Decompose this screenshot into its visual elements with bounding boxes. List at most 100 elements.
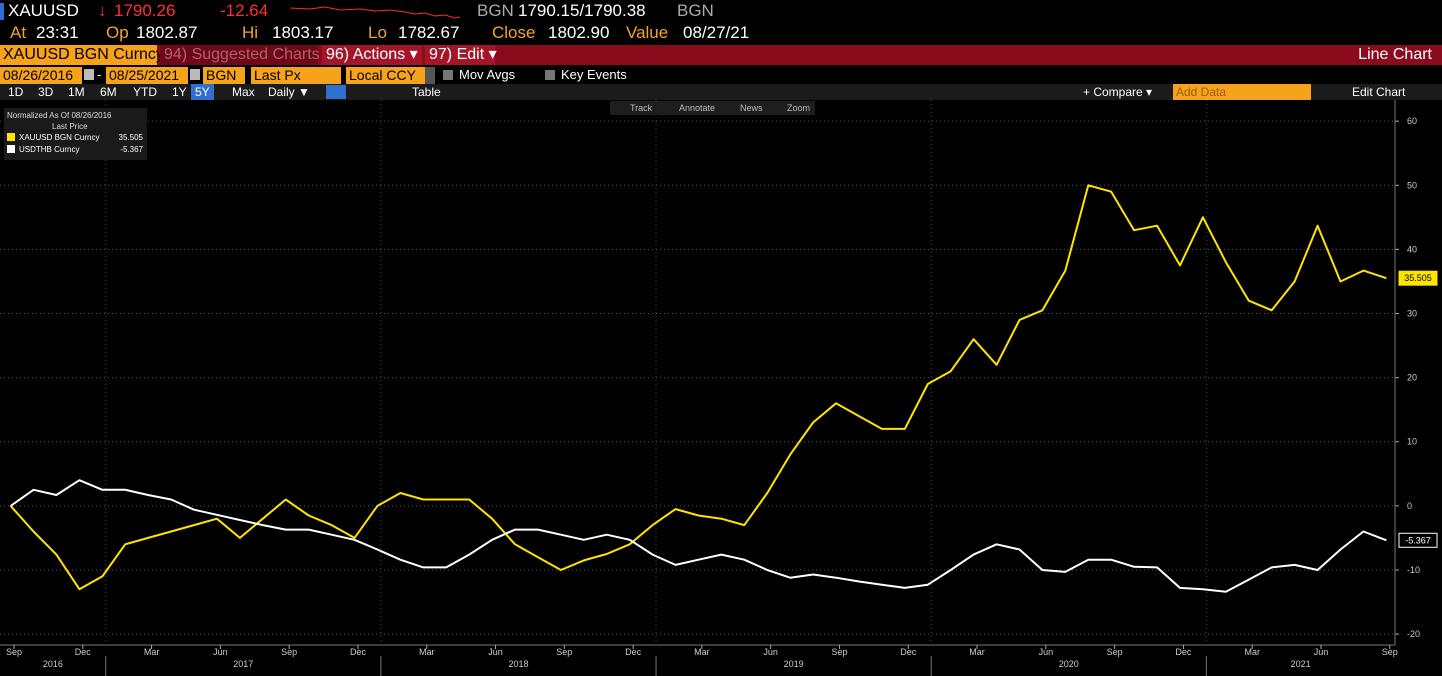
legend-value: -5.367 [120,145,143,154]
x-tick-label: Mar [144,647,160,657]
stat-value: 23:31 [36,23,79,42]
x-tick-label: Jun [1314,647,1329,657]
chart-tool[interactable]: Track [630,103,653,113]
range-button[interactable]: 3D [38,85,54,99]
x-tick-label: Dec [1175,647,1192,657]
calendar-icon [84,69,94,80]
x-tick-label: Jun [488,647,503,657]
table-button[interactable]: Table [412,85,441,99]
x-year-label: 2016 [43,659,63,669]
x-tick-label: Mar [694,647,710,657]
range-button[interactable]: 5Y [191,84,214,100]
stat-value: 1802.90 [548,23,610,42]
stat-value: 08/27/21 [683,23,750,42]
field[interactable]: Last Px [251,67,341,84]
y-tick-label: 0 [1407,501,1412,511]
legend-swatch [7,133,15,141]
x-tick-label: Jun [763,647,778,657]
chart-tool[interactable]: News [740,103,763,113]
x-tick-label: Mar [419,647,435,657]
option-label[interactable]: Mov Avgs [459,67,516,82]
range-button[interactable]: YTD [133,85,157,99]
last-price: 1790.26 [114,1,176,20]
chart-tool[interactable]: Zoom [787,103,811,113]
ticker-marker [0,3,4,20]
edit-chart[interactable]: Edit Chart [1352,85,1406,99]
add-data[interactable]: Add Data [1173,84,1311,100]
menu-item[interactable]: 97) Edit ▾ [425,45,497,65]
legend-box [4,108,147,160]
legend-swatch [7,145,15,153]
y-tick-label: 10 [1407,437,1417,447]
series-line [9,184,1387,591]
last-value-box [1398,532,1438,548]
compare-button[interactable]: + Compare ▾ [1083,85,1153,99]
x-tick-label: Mar [1244,647,1260,657]
stat-label: Hi [242,23,259,42]
dropdown [425,67,435,84]
x-tick-label: Jun [213,647,228,657]
x-year-label: 2017 [233,659,253,669]
view-name: Line Chart [1358,46,1432,63]
stat-label: Op [106,23,129,42]
source[interactable]: BGN [203,67,245,84]
frequency[interactable]: Daily ▼ [268,85,310,99]
change: -12.64 [220,1,269,20]
start-date[interactable]: 08/26/2016 [0,67,82,84]
last-value-label: -5.367 [1405,535,1431,545]
last-value-box [1398,270,1438,286]
x-tick-label: Dec [625,647,642,657]
menu-item[interactable]: 96) Actions ▾ [322,45,422,65]
source: BGN [677,1,714,20]
date-separator: - [97,67,102,82]
x-tick-label: Sep [6,647,22,657]
x-tick-label: Sep [556,647,572,657]
x-tick-label: Sep [831,647,847,657]
x-year-label: 2021 [1291,659,1311,669]
range-button[interactable]: 6M [100,85,117,99]
last-value-label: 35.505 [1404,273,1432,283]
legend-header: Last Price [52,122,88,131]
chart-tool[interactable]: Annotate [679,103,716,113]
y-tick-label: 20 [1407,373,1417,383]
ticker: XAUUSD [8,1,79,20]
stat-label: Lo [368,23,387,42]
legend-name: USDTHB Curncy [19,145,79,154]
range-bar [0,84,1442,100]
range-button[interactable]: 1Y [172,85,187,99]
range-button[interactable]: 1M [68,85,85,99]
bid-ask: 1790.15/1790.38 [518,1,646,20]
y-tick-label: -20 [1407,629,1420,639]
y-tick-label: 60 [1407,116,1417,126]
direction: ↓ [98,1,107,20]
currency[interactable]: Local CCY [346,67,425,84]
menu-item[interactable]: 94) Suggested Charts [160,45,320,65]
series-line [10,479,1387,593]
y-tick-label: 30 [1407,309,1417,319]
x-tick-label: Mar [969,647,985,657]
checkbox[interactable] [443,70,453,80]
range-button[interactable]: Max [232,85,255,99]
stat-value: 1803.17 [272,23,334,42]
option-label[interactable]: Key Events [561,67,627,82]
checkbox[interactable] [545,70,555,80]
x-tick-label: Jun [1039,647,1054,657]
x-tick-label: Dec [350,647,367,657]
x-tick-label: Sep [1382,647,1398,657]
y-tick-label: 40 [1407,244,1417,254]
chart-type-button[interactable] [326,85,346,99]
stat-label: At [10,23,27,42]
end-date[interactable]: 08/25/2021 [106,67,188,84]
calendar-icon [190,69,200,80]
stat-value: 1802.87 [136,23,198,42]
chart-toolbar [610,101,815,115]
x-year-label: 2018 [508,659,528,669]
range-button[interactable]: 1D [8,85,24,99]
stat-label: Value [626,23,669,42]
legend-name: XAUUSD BGN Curncy [19,133,99,142]
security[interactable]: XAUUSD BGN Curncy [0,45,164,65]
source: BGN [477,1,514,20]
x-tick-label: Dec [75,647,92,657]
